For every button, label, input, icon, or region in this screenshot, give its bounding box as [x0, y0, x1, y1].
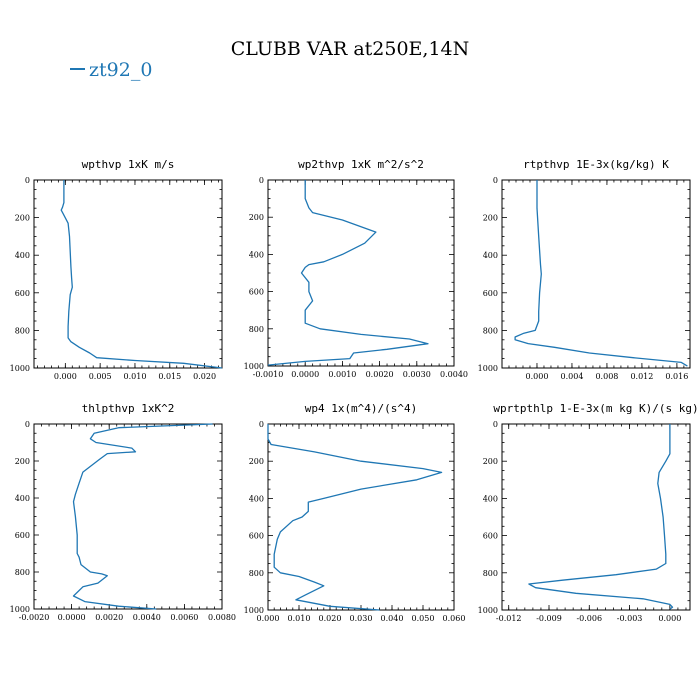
x-tick-label: -0.003 — [617, 614, 643, 623]
panel-6: wprtpthlp 1-E-3x(m kg K)/(s kg) 0 200 400 60… — [478, 402, 699, 623]
panel-title: thlpthvp 1xK^2 — [82, 402, 175, 415]
x-tick-label: 0.008 — [595, 372, 618, 381]
y-tick-label: 400 — [483, 251, 498, 260]
x-tick-label: 0.005 — [89, 372, 112, 381]
x-tick-label: 0.020 — [193, 372, 216, 381]
y-tick-label: 800 — [483, 569, 498, 578]
plot-frame — [501, 179, 691, 369]
y-tick-label: 400 — [483, 494, 498, 503]
x-tick-label: 0.010 — [288, 614, 311, 623]
y-tick-label: 200 — [249, 457, 264, 466]
figure-title: CLUBB VAR at250E,14N — [231, 38, 470, 60]
series-line-1 — [60, 180, 223, 369]
x-tick-label: 0.020 — [319, 614, 342, 623]
y-tick-label: 200 — [483, 457, 498, 466]
y-tick-label: 800 — [15, 326, 30, 335]
x-tick-label: -0.009 — [536, 614, 562, 623]
y-tick-label: 600 — [249, 532, 264, 541]
y-tick-label: 200 — [15, 214, 30, 223]
y-tick-label: 800 — [483, 326, 498, 335]
x-tick-label: 0.0040 — [133, 613, 161, 622]
y-tick-label: 400 — [249, 494, 264, 503]
x-tick-label: 0.0000 — [58, 613, 86, 622]
x-tick-label: 0.0060 — [170, 613, 198, 622]
series-line-1 — [267, 424, 443, 611]
y-tick-label: 1000 — [478, 364, 498, 373]
y-tick-label: 1000 — [10, 605, 30, 614]
y-tick-label: 200 — [15, 457, 30, 466]
y-tick-label: 0 — [25, 420, 30, 429]
plot-frame — [501, 423, 691, 611]
x-tick-label: 0.040 — [381, 614, 404, 623]
series-line-1 — [72, 423, 213, 610]
series-line-1 — [514, 180, 688, 367]
x-tick-label: 0.016 — [665, 372, 688, 381]
panel-title: wp2thvp 1xK m^2/s^2 — [298, 158, 424, 171]
panel-1: wpthvp 1xK m/s 0 200 400 600 800 1000 0.000 0.00… — [10, 158, 223, 381]
y-tick-label: 1000 — [244, 362, 264, 371]
y-tick-label: 400 — [15, 251, 30, 260]
x-tick-label: 0.0010 — [328, 370, 356, 379]
y-tick-label: 400 — [15, 494, 30, 503]
panel-4: thlpthvp 1xK^2 0 200 400 600 800 1000-0.0020 0.… — [10, 402, 236, 622]
x-tick-label: 0.000 — [526, 372, 549, 381]
y-tick-label: 800 — [249, 325, 264, 334]
panel-title: wpthvp 1xK m/s — [82, 158, 175, 171]
y-tick-label: 800 — [15, 568, 30, 577]
y-tick-label: 1000 — [10, 364, 30, 373]
x-tick-label: 0.0040 — [440, 370, 468, 379]
y-tick-label: 400 — [249, 250, 264, 259]
x-tick-label: 0.000 — [257, 614, 280, 623]
y-tick-label: 800 — [249, 569, 264, 578]
panel-title: wp4 1x(m^4)/(s^4) — [305, 402, 418, 415]
x-tick-label: 0.0020 — [95, 613, 123, 622]
y-tick-label: 600 — [249, 288, 264, 297]
x-tick-label: 0.0030 — [403, 370, 431, 379]
x-tick-label: 0.004 — [561, 372, 584, 381]
y-tick-label: 600 — [483, 289, 498, 298]
legend-label: zt92_0 — [89, 59, 152, 81]
x-tick-label: -0.0020 — [19, 613, 50, 622]
y-tick-label: 1000 — [244, 606, 264, 615]
y-tick-label: 0 — [259, 420, 264, 429]
x-tick-label: 0.000 — [54, 372, 77, 381]
y-tick-label: 1000 — [478, 606, 498, 615]
x-tick-label: -0.012 — [496, 614, 522, 623]
x-tick-label: 0.0020 — [366, 370, 394, 379]
y-tick-label: 200 — [483, 214, 498, 223]
y-tick-label: 600 — [15, 289, 30, 298]
x-tick-label: 0.000 — [658, 614, 681, 623]
panel-title: rtpthvp 1E-3x(kg/kg) K — [523, 158, 669, 171]
x-tick-label: 0.015 — [158, 372, 181, 381]
x-tick-label: -0.006 — [576, 614, 602, 623]
y-tick-label: 0 — [25, 176, 30, 185]
y-tick-label: 0 — [259, 176, 264, 185]
x-tick-label: 0.0080 — [208, 613, 236, 622]
x-tick-label: 0.030 — [350, 614, 373, 623]
plot-frame — [267, 423, 455, 611]
series-line-1 — [528, 424, 674, 610]
y-tick-label: 0 — [493, 420, 498, 429]
x-tick-label: 0.060 — [443, 614, 466, 623]
y-tick-label: 600 — [15, 531, 30, 540]
x-tick-label: 0.050 — [412, 614, 435, 623]
series-line-1 — [267, 180, 429, 366]
y-tick-label: 600 — [483, 532, 498, 541]
x-tick-label: 0.012 — [630, 372, 653, 381]
panel-3: rtpthvp 1E-3x(kg/kg) K 0 200 400 600 800 1000 0… — [478, 158, 691, 381]
x-tick-label: 0.010 — [124, 372, 147, 381]
x-tick-label: 0.0000 — [291, 370, 319, 379]
panel-2: wp2thvp 1xK m^2/s^2 0 200 400 600 800 1000-0.0… — [244, 158, 468, 379]
y-tick-label: 200 — [249, 213, 264, 222]
x-tick-label: -0.0010 — [253, 370, 284, 379]
panel-title: wprtpthlp 1-E-3x(m kg K)/(s kg) — [493, 402, 698, 415]
plot-frame — [267, 179, 455, 367]
y-tick-label: 0 — [493, 176, 498, 185]
